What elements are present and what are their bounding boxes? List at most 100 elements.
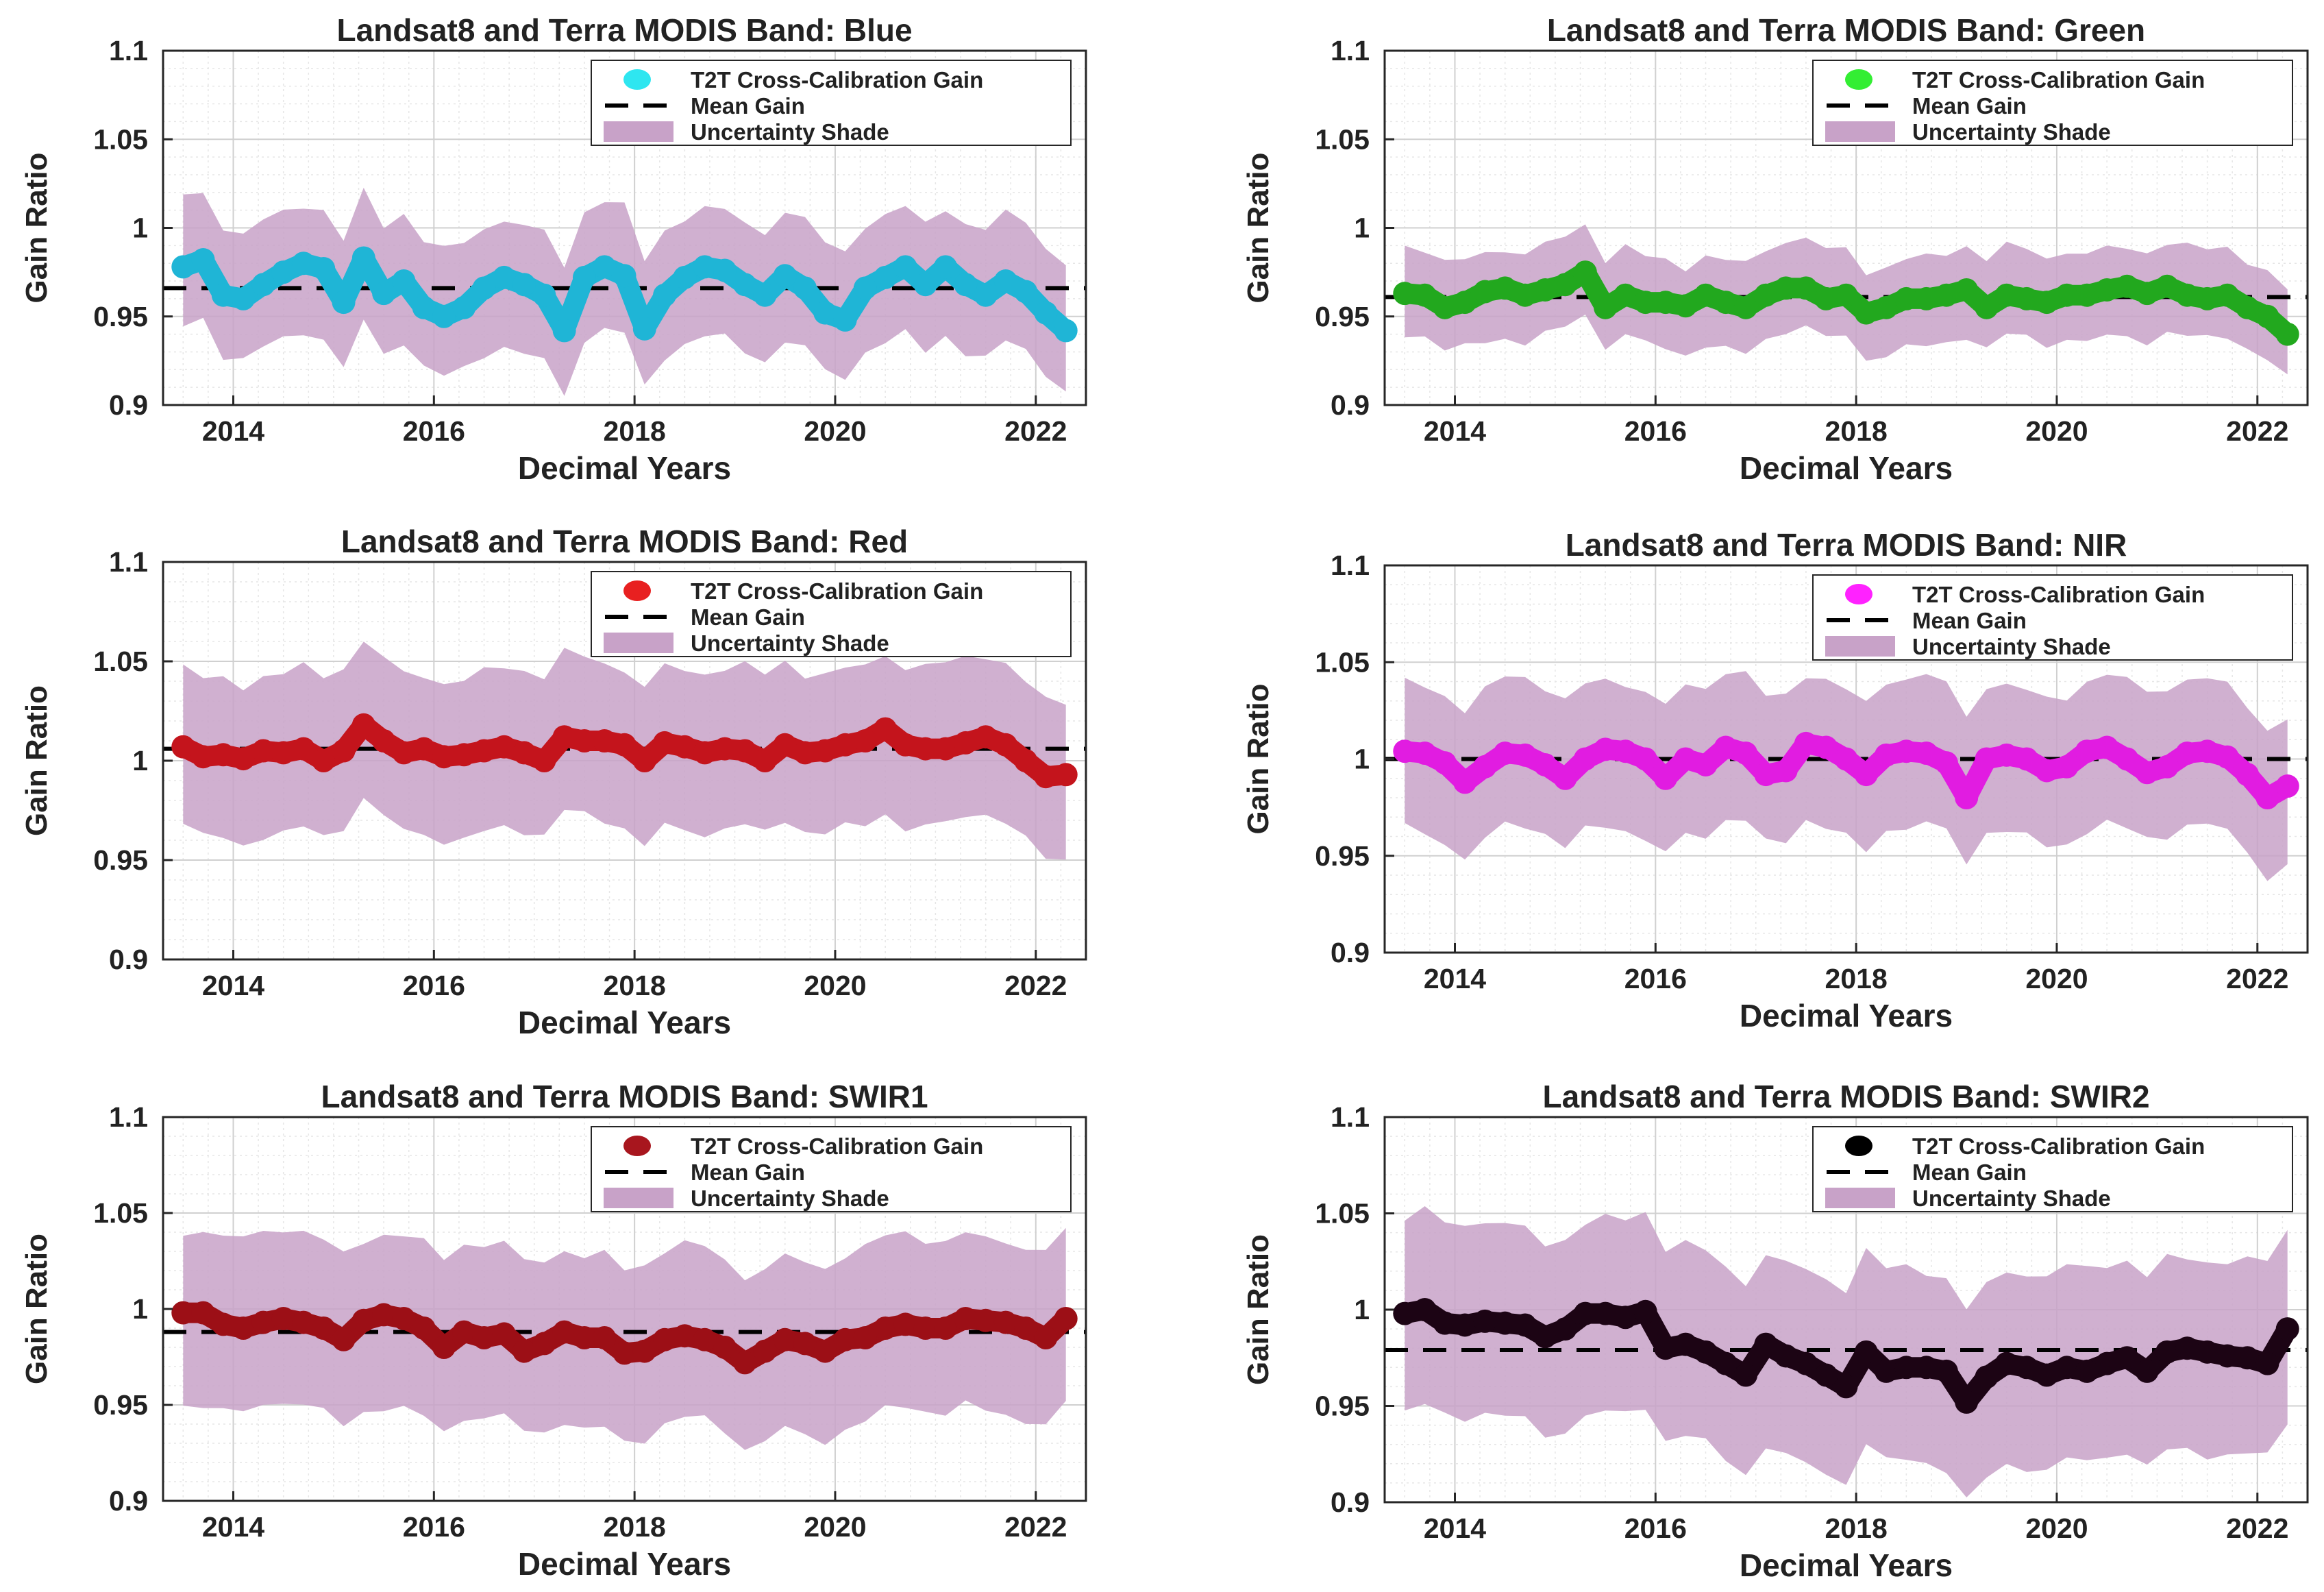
legend-marker-gain — [1845, 584, 1872, 604]
gain-data-point — [2275, 322, 2299, 346]
gain-data-point — [1914, 286, 1938, 310]
gain-data-point — [452, 743, 476, 767]
gain-data-point — [1513, 283, 1537, 307]
gain-data-point — [2115, 274, 2139, 298]
chart-title: Landsat8 and Terra MODIS Band: SWIR1 — [321, 1079, 928, 1114]
gain-data-point — [1034, 301, 1058, 325]
x-tick-label: 2022 — [1004, 1511, 1067, 1543]
gain-data-point — [913, 737, 937, 761]
gain-data-point — [472, 1326, 496, 1349]
gain-data-point — [2195, 1340, 2219, 1364]
gain-data-point — [653, 731, 677, 755]
gain-data-point — [673, 1324, 697, 1348]
y-axis-label: Gain Ratio — [1241, 683, 1275, 834]
gain-data-point — [1054, 763, 1078, 787]
gain-data-point — [271, 1307, 295, 1330]
uncertainty-shade — [183, 1227, 1066, 1450]
gain-data-point — [1894, 739, 1918, 763]
gain-data-point — [2035, 1363, 2059, 1387]
gain-data-point — [974, 1308, 998, 1332]
gain-data-point — [171, 735, 195, 759]
y-tick-label: 1 — [132, 1293, 148, 1325]
gain-data-point — [1594, 737, 1618, 761]
gain-data-point — [2215, 1344, 2239, 1368]
gain-data-point — [211, 743, 235, 767]
x-tick-label: 2014 — [1424, 1513, 1486, 1544]
gain-data-point — [412, 1317, 436, 1340]
gain-data-point — [1854, 1340, 1878, 1364]
gain-data-point — [2236, 763, 2260, 787]
gain-data-point — [1734, 742, 1758, 766]
gain-data-point — [1774, 276, 1798, 300]
gain-data-point — [993, 269, 1017, 293]
gain-data-point — [993, 733, 1017, 757]
gain-data-point — [893, 733, 917, 757]
gain-data-point — [492, 1322, 516, 1346]
gain-data-point — [1533, 752, 1557, 776]
y-tick-label: 1.05 — [1315, 123, 1370, 155]
gain-data-point — [1894, 1356, 1918, 1380]
legend-entry-label: Uncertainty Shade — [1912, 634, 2111, 659]
gain-data-point — [1794, 1351, 1818, 1375]
y-tick-label: 0.9 — [109, 389, 148, 421]
gain-data-point — [1573, 747, 1597, 771]
gain-data-point — [1413, 1298, 1437, 1321]
x-tick-label: 2022 — [2226, 1513, 2288, 1544]
x-tick-label: 2022 — [1004, 970, 1067, 1001]
gain-data-point — [1994, 283, 2018, 307]
gain-data-point — [2195, 286, 2219, 310]
gain-data-point — [813, 301, 837, 325]
gain-data-point — [853, 1326, 877, 1349]
gain-data-point — [1393, 1301, 1417, 1325]
gain-data-point — [1955, 1390, 1979, 1414]
gain-data-point — [452, 295, 476, 319]
gain-data-point — [833, 308, 857, 332]
gain-data-point — [1694, 283, 1718, 307]
y-tick-label: 1.05 — [1315, 1198, 1370, 1229]
gain-data-point — [1493, 742, 1517, 766]
gain-data-point — [432, 1336, 456, 1359]
gain-data-point — [693, 1327, 717, 1351]
gain-data-point — [2015, 1356, 2039, 1380]
gain-data-point — [793, 276, 817, 300]
y-tick-label: 1 — [132, 745, 148, 776]
gain-data-point — [934, 737, 958, 761]
gain-data-point — [572, 265, 596, 289]
x-tick-label: 2014 — [202, 415, 264, 447]
chart-title: Landsat8 and Terra MODIS Band: Green — [1547, 12, 2145, 48]
gain-data-point — [1653, 766, 1677, 790]
gain-data-point — [351, 246, 375, 270]
gain-data-point — [713, 737, 737, 761]
gain-data-point — [492, 265, 516, 289]
gain-data-point — [2075, 283, 2099, 307]
gain-data-point — [1614, 739, 1637, 763]
gain-data-point — [1814, 735, 1838, 759]
gain-data-point — [171, 255, 195, 279]
x-tick-label: 2014 — [1424, 415, 1486, 447]
gain-data-point — [653, 283, 677, 307]
gain-data-point — [432, 304, 456, 328]
x-tick-label: 2018 — [1825, 1513, 1888, 1544]
gain-data-point — [1054, 1307, 1078, 1330]
gain-data-point — [1754, 283, 1778, 307]
gain-data-point — [793, 741, 817, 765]
gain-data-point — [1433, 295, 1457, 319]
gain-data-point — [2255, 304, 2279, 328]
gain-data-point — [2055, 1356, 2079, 1380]
gain-data-point — [1834, 283, 1858, 307]
gain-data-point — [532, 283, 556, 307]
gain-data-point — [1633, 291, 1657, 315]
gain-data-point — [874, 1317, 898, 1340]
gain-data-point — [291, 1310, 315, 1334]
gain-data-point — [512, 273, 536, 297]
legend-marker-gain — [623, 1136, 651, 1156]
gain-data-point — [1034, 765, 1058, 789]
x-tick-label: 2022 — [2226, 415, 2288, 447]
y-tick-label: 1 — [1354, 212, 1370, 244]
y-tick-label: 1 — [1354, 744, 1370, 775]
y-tick-label: 1.1 — [109, 546, 148, 578]
gain-data-point — [954, 273, 978, 297]
